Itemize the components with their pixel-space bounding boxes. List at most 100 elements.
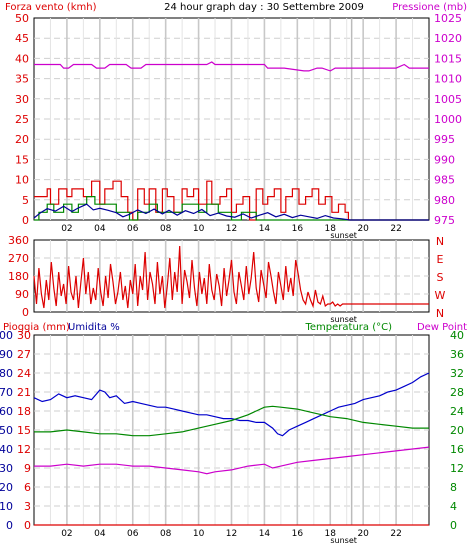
temperature-tick-label: 32 <box>450 367 464 380</box>
pressure-tick-label: 980 <box>434 194 455 207</box>
wind-tick-label: 45 <box>15 32 29 45</box>
direction-tick-label: 90 <box>15 288 29 301</box>
direction-tick-label: 180 <box>8 270 29 283</box>
compass-label: S <box>437 271 444 284</box>
wind-tick-label: 0 <box>22 214 29 227</box>
x-tick-label: 12 <box>226 529 237 539</box>
rain-tick-label: 0 <box>24 519 31 532</box>
wind-tick-label: 25 <box>15 113 29 126</box>
x-tick-label: 22 <box>390 529 401 539</box>
humidity-tick-label: 100 <box>0 329 13 342</box>
humidity-tick-label: 60 <box>0 405 13 418</box>
compass-label: N <box>436 235 444 248</box>
direction-tick-label: 0 <box>22 306 29 319</box>
direction-tick-label: 270 <box>8 252 29 265</box>
temperature-tick-label: 36 <box>450 348 464 361</box>
x-tick-label: 06 <box>127 529 139 539</box>
temperature-tick-label: 12 <box>450 462 464 475</box>
temperature-tick-label: 20 <box>450 424 464 437</box>
x-tick-label: 18 <box>325 529 337 539</box>
series-line-2-0 <box>33 372 430 437</box>
temperature-tick-label: 40 <box>450 329 464 342</box>
rain-tick-label: 3 <box>24 500 31 513</box>
sunset-label: sunset <box>330 315 357 324</box>
series-line-0-0 <box>34 61 429 72</box>
pressure-tick-label: 1025 <box>434 12 462 25</box>
wind-tick-label: 15 <box>15 153 29 166</box>
sunset-label: sunset <box>330 231 357 240</box>
series-line-0-3 <box>33 203 429 221</box>
humidity-tick-label: 70 <box>0 386 13 399</box>
x-tick-label: 04 <box>94 224 106 234</box>
wind-tick-label: 5 <box>22 194 29 207</box>
temperature-tick-label: 8 <box>450 481 457 494</box>
pressure-tick-label: 985 <box>434 174 455 187</box>
temperature-tick-label: 4 <box>450 500 457 513</box>
rain-tick-label: 12 <box>17 443 31 456</box>
rain-tick-label: 30 <box>17 329 31 342</box>
chart-title: 24 hour graph day : 30 Settembre 2009 <box>164 2 364 13</box>
wind-tick-label: 40 <box>15 52 29 65</box>
compass-label: N <box>436 307 444 320</box>
x-tick-label: 10 <box>193 224 205 234</box>
humidity-axis-title: Umidita % <box>68 322 120 333</box>
pressure-tick-label: 995 <box>434 133 455 146</box>
x-tick-label: 02 <box>61 224 72 234</box>
rain-tick-label: 21 <box>17 386 31 399</box>
temperature-tick-label: 24 <box>450 405 464 418</box>
humidity-tick-label: 50 <box>0 424 13 437</box>
humidity-tick-label: 80 <box>0 367 13 380</box>
temperature-tick-label: 16 <box>450 443 464 456</box>
x-tick-label: 14 <box>259 529 271 539</box>
humidity-tick-label: 20 <box>0 481 13 494</box>
rain-tick-label: 15 <box>17 424 31 437</box>
x-tick-label: 10 <box>193 529 205 539</box>
wind-tick-label: 30 <box>15 93 29 106</box>
pressure-tick-label: 1020 <box>434 32 462 45</box>
temperature-tick-label: 0 <box>450 519 457 532</box>
x-tick-label: 14 <box>259 224 271 234</box>
x-tick-label: 02 <box>61 529 72 539</box>
pressure-axis-title: Pressione (mb) <box>392 2 467 13</box>
wind-tick-label: 35 <box>15 73 29 86</box>
humidity-tick-label: 0 <box>6 519 13 532</box>
x-tick-label: 12 <box>226 224 237 234</box>
pressure-tick-label: 1000 <box>434 113 462 126</box>
rain-tick-label: 24 <box>17 367 31 380</box>
compass-label: W <box>435 289 446 302</box>
series-line-1-0 <box>33 245 429 309</box>
x-tick-label: 20 <box>357 529 369 539</box>
pressure-tick-label: 975 <box>434 214 455 227</box>
x-tick-label: 08 <box>160 224 172 234</box>
compass-label: E <box>437 253 444 266</box>
rain-tick-label: 6 <box>24 481 31 494</box>
rain-tick-label: 27 <box>17 348 31 361</box>
temperature-axis-title: Temperatura (°C) <box>304 322 392 333</box>
pressure-tick-label: 1010 <box>434 73 462 86</box>
pressure-tick-label: 1015 <box>434 52 462 65</box>
direction-tick-label: 360 <box>8 234 29 247</box>
x-tick-label: 16 <box>292 224 304 234</box>
pressure-tick-label: 990 <box>434 153 455 166</box>
humidity-tick-label: 90 <box>0 348 13 361</box>
dew-point-axis-title: Dew Point <box>417 322 467 333</box>
series-line-2-2 <box>34 446 430 475</box>
pressure-tick-label: 1005 <box>434 93 462 106</box>
wind-tick-label: 10 <box>15 174 29 187</box>
x-tick-label: 22 <box>390 224 401 234</box>
x-tick-label: 06 <box>127 224 139 234</box>
series-line-2-1 <box>34 405 429 437</box>
series-line-0-2 <box>34 196 429 221</box>
humidity-tick-label: 40 <box>0 443 13 456</box>
x-tick-label: 04 <box>94 529 106 539</box>
x-tick-label: 20 <box>357 224 369 234</box>
wind-tick-label: 20 <box>15 133 29 146</box>
rain-tick-label: 9 <box>24 462 31 475</box>
x-tick-label: 18 <box>325 224 337 234</box>
temperature-tick-label: 28 <box>450 386 464 399</box>
x-tick-label: 08 <box>160 529 172 539</box>
rain-tick-label: 18 <box>17 405 31 418</box>
humidity-tick-label: 10 <box>0 500 13 513</box>
